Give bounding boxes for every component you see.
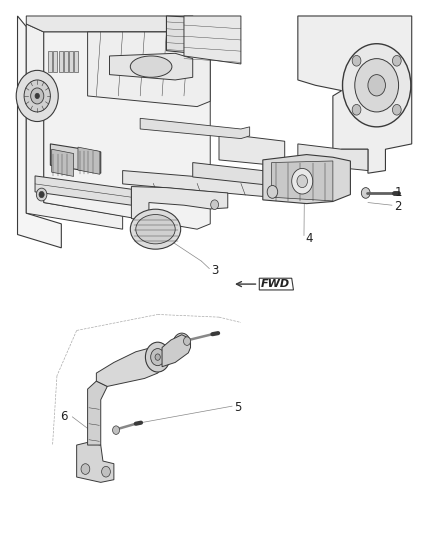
- Circle shape: [151, 349, 165, 366]
- Bar: [48, 51, 52, 72]
- Bar: [74, 51, 78, 72]
- Circle shape: [35, 93, 39, 99]
- Text: 6: 6: [60, 410, 68, 423]
- Circle shape: [392, 104, 401, 115]
- Circle shape: [211, 200, 219, 209]
- Polygon shape: [166, 16, 228, 56]
- Polygon shape: [259, 278, 293, 290]
- Polygon shape: [263, 155, 350, 204]
- Circle shape: [292, 168, 313, 194]
- Polygon shape: [272, 161, 333, 201]
- Circle shape: [343, 44, 411, 127]
- Circle shape: [352, 55, 361, 66]
- Polygon shape: [88, 32, 210, 107]
- Bar: [64, 51, 68, 72]
- Circle shape: [81, 464, 90, 474]
- Polygon shape: [193, 163, 272, 185]
- Polygon shape: [26, 16, 210, 32]
- Polygon shape: [52, 149, 74, 176]
- Text: 4: 4: [306, 232, 313, 245]
- Polygon shape: [96, 346, 166, 386]
- Circle shape: [267, 185, 278, 198]
- Circle shape: [16, 70, 58, 122]
- Circle shape: [145, 342, 170, 372]
- Ellipse shape: [130, 209, 180, 249]
- Polygon shape: [298, 144, 368, 171]
- Circle shape: [392, 55, 401, 66]
- Circle shape: [297, 175, 307, 188]
- Polygon shape: [77, 442, 114, 482]
- Polygon shape: [298, 16, 412, 173]
- Polygon shape: [219, 133, 285, 166]
- Ellipse shape: [130, 56, 172, 77]
- Polygon shape: [50, 144, 101, 173]
- Polygon shape: [26, 24, 123, 229]
- Polygon shape: [88, 381, 107, 445]
- Circle shape: [355, 59, 399, 112]
- Circle shape: [39, 191, 44, 198]
- Circle shape: [361, 188, 370, 198]
- Circle shape: [113, 426, 120, 434]
- Text: 3: 3: [211, 264, 219, 277]
- Bar: [53, 51, 57, 72]
- Circle shape: [352, 104, 361, 115]
- Polygon shape: [123, 171, 298, 197]
- Polygon shape: [140, 118, 250, 139]
- Bar: [59, 51, 63, 72]
- Text: 1: 1: [394, 187, 402, 199]
- Text: 2: 2: [394, 200, 402, 213]
- Circle shape: [184, 337, 191, 345]
- Circle shape: [102, 466, 110, 477]
- Circle shape: [177, 338, 186, 349]
- Bar: [69, 51, 73, 72]
- Circle shape: [155, 354, 160, 360]
- Text: 5: 5: [234, 401, 242, 414]
- Circle shape: [24, 80, 50, 112]
- Polygon shape: [44, 32, 210, 229]
- Circle shape: [36, 188, 47, 201]
- Polygon shape: [131, 187, 228, 221]
- Polygon shape: [35, 176, 131, 205]
- Circle shape: [173, 333, 191, 354]
- Circle shape: [31, 88, 44, 104]
- Polygon shape: [162, 335, 191, 367]
- Polygon shape: [110, 53, 193, 80]
- Circle shape: [368, 75, 385, 96]
- Polygon shape: [18, 16, 61, 248]
- Text: FWD: FWD: [261, 279, 290, 288]
- Ellipse shape: [136, 214, 175, 244]
- Polygon shape: [184, 16, 241, 64]
- Polygon shape: [78, 147, 100, 174]
